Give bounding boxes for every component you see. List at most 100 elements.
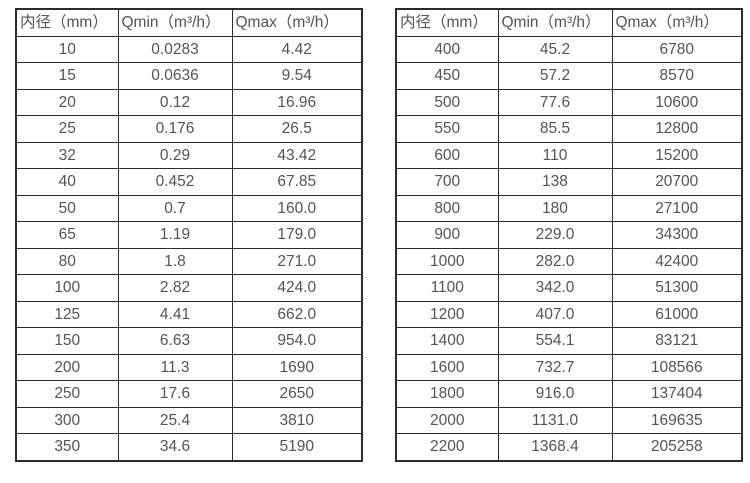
- table-row: 10 0.0283 4.42: [15, 35, 363, 63]
- table-cell: 138: [497, 168, 613, 196]
- table-row: 32 0.29 43.42: [15, 141, 363, 169]
- header-row: 内径（mm） Qmin（m³/h） Qmax（m³/h）: [395, 8, 743, 37]
- table-cell: 25: [15, 115, 119, 143]
- table-cell: 350: [15, 433, 119, 461]
- table-cell: 9.54: [231, 62, 363, 90]
- table-cell: 100: [15, 274, 119, 302]
- table-cell: 17.6: [117, 380, 233, 408]
- table-cell: 5190: [231, 433, 363, 461]
- table-cell: 550: [395, 115, 499, 143]
- table-cell: 34.6: [117, 433, 233, 461]
- header-row: 内径（mm） Qmin（m³/h） Qmax（m³/h）: [15, 8, 363, 37]
- table-row: 125 4.41 662.0: [15, 300, 363, 328]
- table-row: 2200 1368.4 205258: [395, 433, 743, 461]
- table-cell: 34300: [611, 221, 743, 249]
- table-row: 200 11.3 1690: [15, 353, 363, 381]
- table-cell: 83121: [611, 327, 743, 355]
- table-cell: 1200: [395, 300, 499, 328]
- table-row: 150 6.63 954.0: [15, 327, 363, 355]
- table-cell: 8570: [611, 62, 743, 90]
- table-cell: 1000: [395, 247, 499, 275]
- table-cell: 200: [15, 353, 119, 381]
- table-cell: 250: [15, 380, 119, 408]
- table-row: 100 2.82 424.0: [15, 274, 363, 302]
- column-header: Qmin（m³/h）: [117, 8, 233, 37]
- table-cell: 1690: [231, 353, 363, 381]
- table-cell: 1400: [395, 327, 499, 355]
- table-cell: 1600: [395, 353, 499, 381]
- column-header: Qmax（m³/h）: [231, 8, 363, 37]
- table-row: 900 229.0 34300: [395, 221, 743, 249]
- table-cell: 0.176: [117, 115, 233, 143]
- table-cell: 67.85: [231, 168, 363, 196]
- table-row: 450 57.2 8570: [395, 62, 743, 90]
- table-row: 65 1.19 179.0: [15, 221, 363, 249]
- table-cell: 169635: [611, 406, 743, 434]
- table-cell: 342.0: [497, 274, 613, 302]
- table-cell: 32: [15, 141, 119, 169]
- table-cell: 600: [395, 141, 499, 169]
- table-cell: 6780: [611, 35, 743, 63]
- table-cell: 179.0: [231, 221, 363, 249]
- table-cell: 10600: [611, 88, 743, 116]
- table-cell: 12800: [611, 115, 743, 143]
- table-cell: 16.96: [231, 88, 363, 116]
- table-row: 500 77.6 10600: [395, 88, 743, 116]
- table-cell: 27100: [611, 194, 743, 222]
- table-cell: 900: [395, 221, 499, 249]
- table-cell: 137404: [611, 380, 743, 408]
- table-cell: 2.82: [117, 274, 233, 302]
- table-cell: 77.6: [497, 88, 613, 116]
- table-cell: 125: [15, 300, 119, 328]
- table-cell: 0.452: [117, 168, 233, 196]
- table-cell: 180: [497, 194, 613, 222]
- table-cell: 150: [15, 327, 119, 355]
- table-cell: 450: [395, 62, 499, 90]
- table-row: 1400 554.1 83121: [395, 327, 743, 355]
- table-cell: 954.0: [231, 327, 363, 355]
- column-header: 内径（mm）: [15, 8, 119, 37]
- table-cell: 2650: [231, 380, 363, 408]
- table-cell: 160.0: [231, 194, 363, 222]
- table-row: 600 110 15200: [395, 141, 743, 169]
- table-cell: 554.1: [497, 327, 613, 355]
- table-cell: 407.0: [497, 300, 613, 328]
- table-cell: 800: [395, 194, 499, 222]
- table-cell: 15: [15, 62, 119, 90]
- table-row: 1200 407.0 61000: [395, 300, 743, 328]
- table-cell: 20: [15, 88, 119, 116]
- table-cell: 424.0: [231, 274, 363, 302]
- flow-spec-table-small-diameters: 内径（mm） Qmin（m³/h） Qmax（m³/h） 10 0.0283 4.42 15…: [15, 8, 363, 462]
- table-cell: 700: [395, 168, 499, 196]
- table-cell: 6.63: [117, 327, 233, 355]
- table-cell: 2200: [395, 433, 499, 461]
- table-row: 25 0.176 26.5: [15, 115, 363, 143]
- table-cell: 15200: [611, 141, 743, 169]
- table-row: 1000 282.0 42400: [395, 247, 743, 275]
- table-row: 800 180 27100: [395, 194, 743, 222]
- table-cell: 0.29: [117, 141, 233, 169]
- column-header: Qmax（m³/h）: [611, 8, 743, 37]
- table-row: 20 0.12 16.96: [15, 88, 363, 116]
- table-cell: 80: [15, 247, 119, 275]
- table-cell: 65: [15, 221, 119, 249]
- table-cell: 2000: [395, 406, 499, 434]
- table-cell: 4.41: [117, 300, 233, 328]
- table-cell: 26.5: [231, 115, 363, 143]
- table-cell: 50: [15, 194, 119, 222]
- table-cell: 108566: [611, 353, 743, 381]
- table-row: 2000 1131.0 169635: [395, 406, 743, 434]
- flow-spec-table-large-diameters: 内径（mm） Qmin（m³/h） Qmax（m³/h） 400 45.2 6780 450…: [395, 8, 743, 462]
- table-cell: 57.2: [497, 62, 613, 90]
- table-cell: 916.0: [497, 380, 613, 408]
- table-cell: 229.0: [497, 221, 613, 249]
- table-cell: 1368.4: [497, 433, 613, 461]
- table-row: 15 0.0636 9.54: [15, 62, 363, 90]
- table-cell: 1131.0: [497, 406, 613, 434]
- table-cell: 662.0: [231, 300, 363, 328]
- table-row: 550 85.5 12800: [395, 115, 743, 143]
- table-cell: 4.42: [231, 35, 363, 63]
- table-cell: 300: [15, 406, 119, 434]
- table-cell: 20700: [611, 168, 743, 196]
